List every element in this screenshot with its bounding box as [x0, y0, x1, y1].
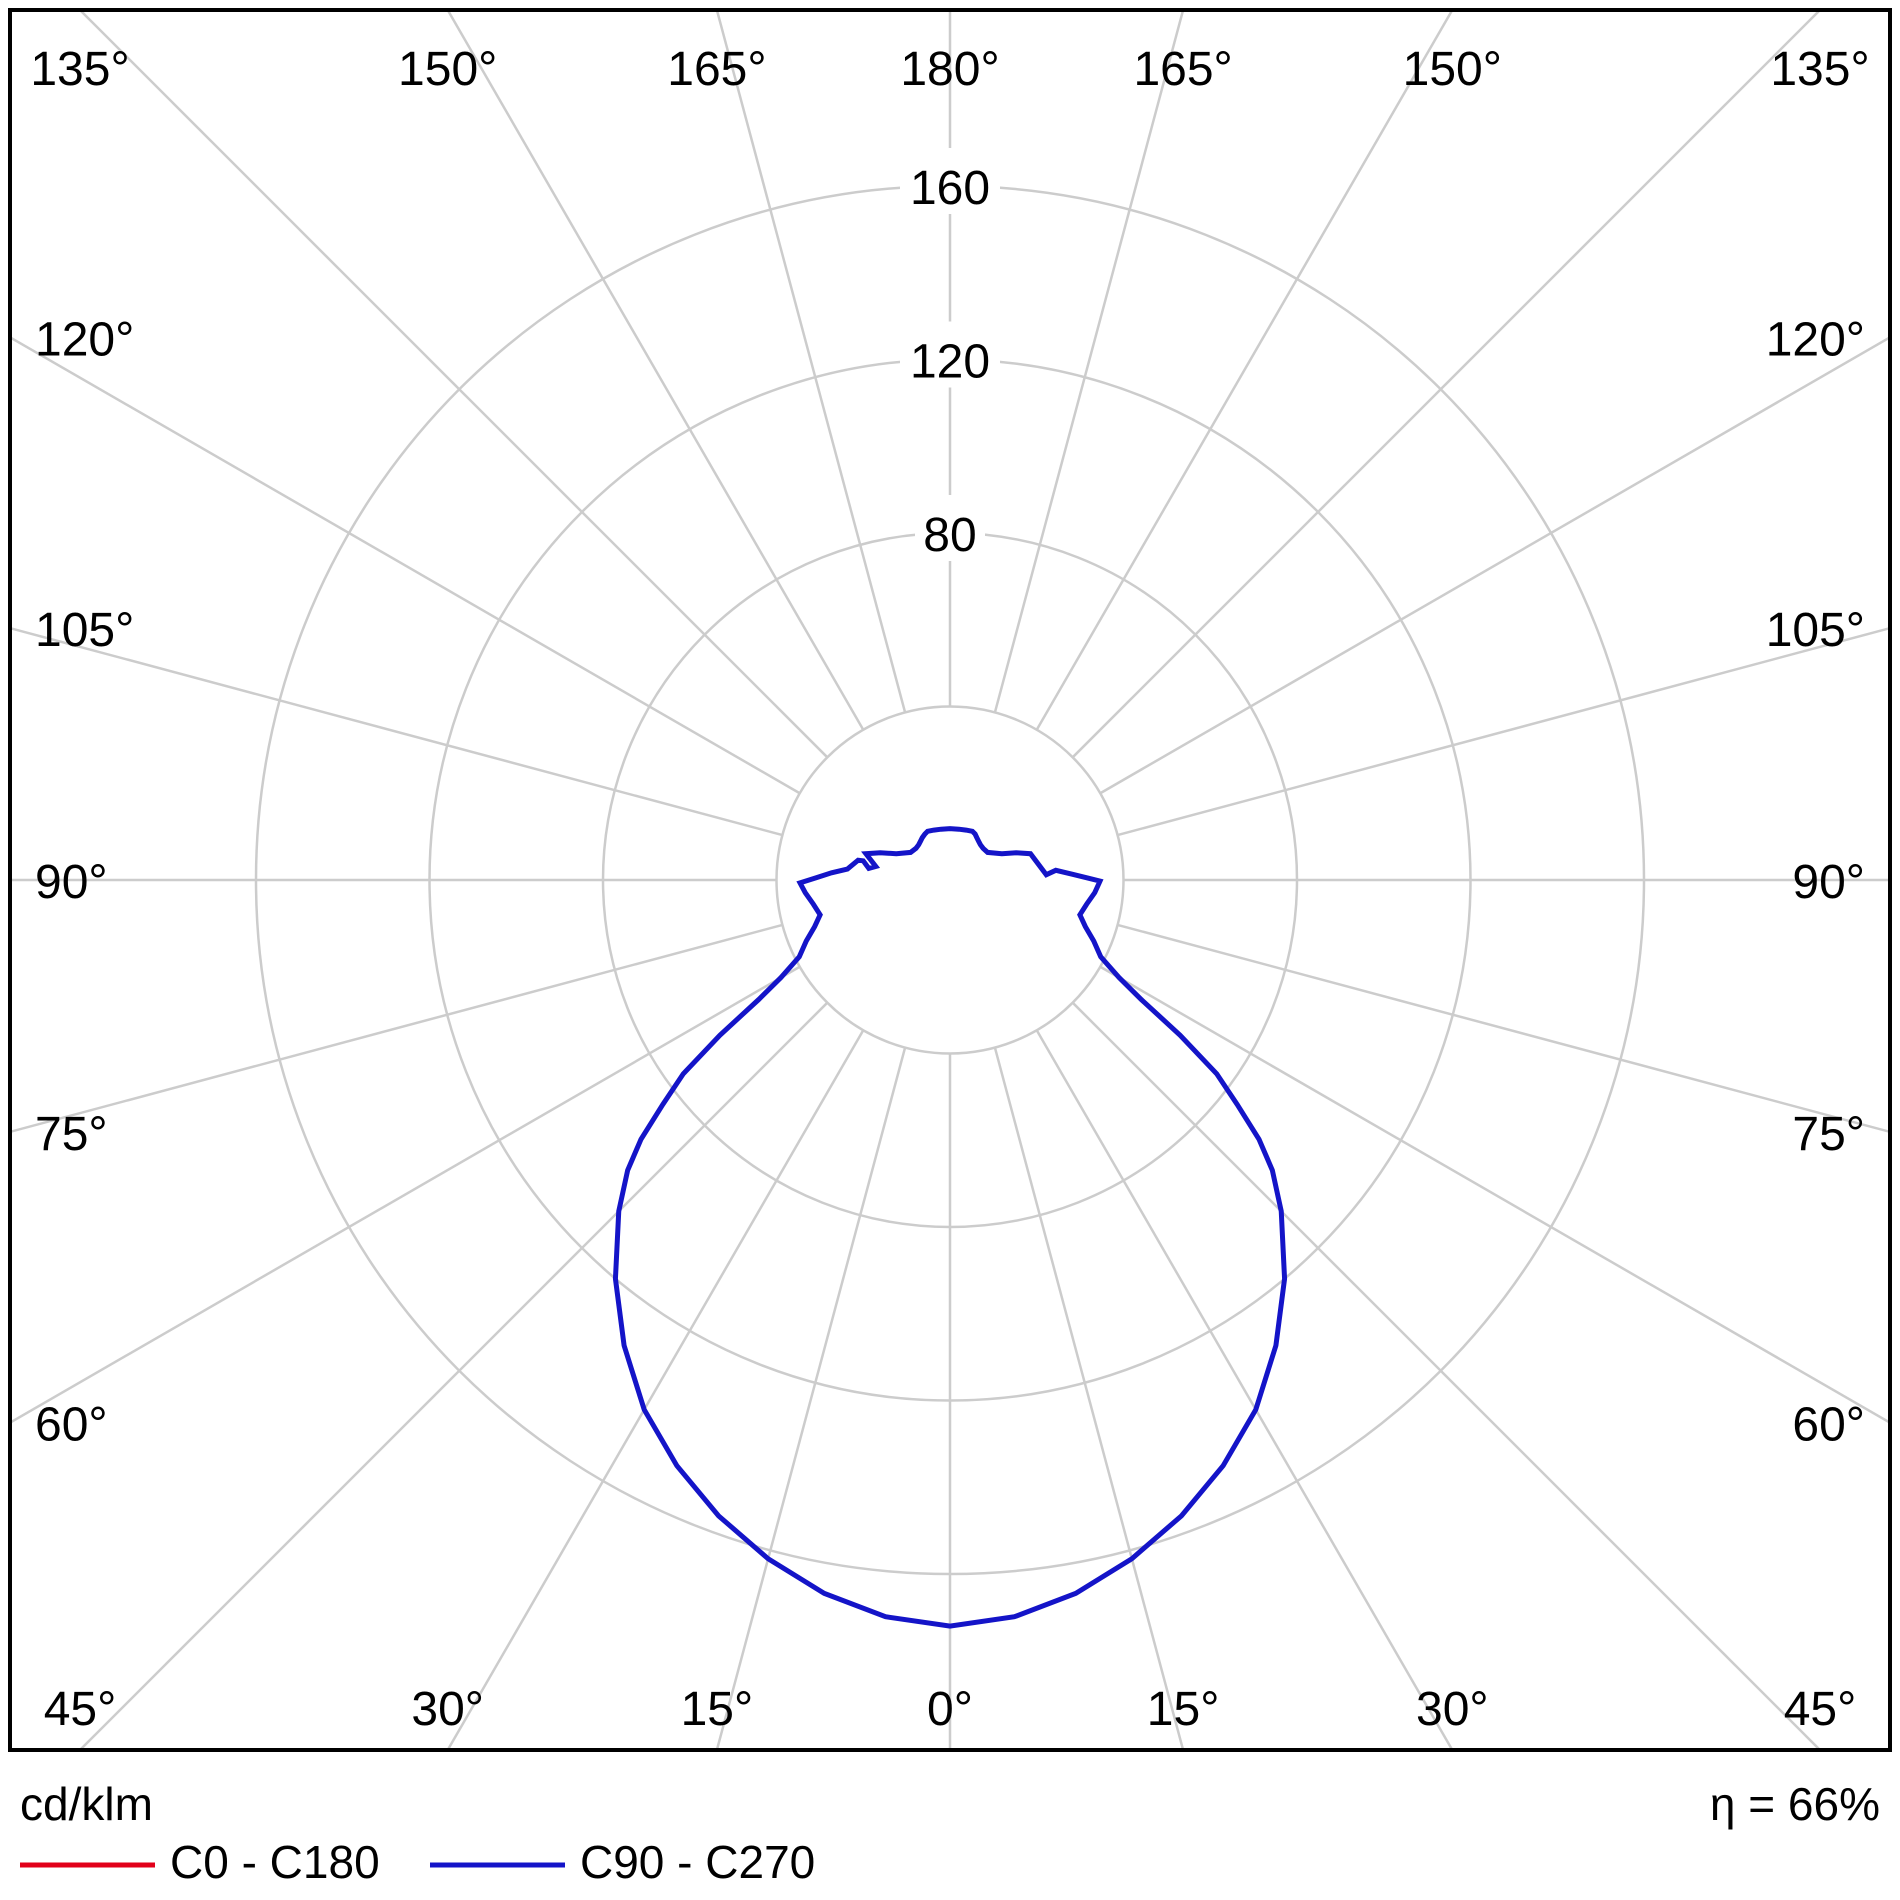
svg-text:120°: 120° [35, 313, 134, 366]
svg-text:60°: 60° [1792, 1399, 1865, 1452]
svg-text:30°: 30° [411, 1683, 484, 1736]
svg-text:80: 80 [923, 509, 976, 562]
svg-text:0°: 0° [927, 1683, 973, 1736]
svg-text:cd/klm: cd/klm [20, 1778, 153, 1830]
svg-text:75°: 75° [1792, 1108, 1865, 1161]
svg-text:165°: 165° [1133, 43, 1232, 96]
svg-text:105°: 105° [1766, 604, 1865, 657]
svg-text:135°: 135° [30, 43, 129, 96]
svg-text:30°: 30° [1416, 1683, 1489, 1736]
svg-text:60°: 60° [35, 1399, 108, 1452]
svg-text:45°: 45° [1784, 1683, 1857, 1736]
svg-text:90°: 90° [35, 856, 108, 909]
svg-text:C0 - C180: C0 - C180 [170, 1836, 380, 1888]
svg-text:75°: 75° [35, 1108, 108, 1161]
svg-text:150°: 150° [1403, 43, 1502, 96]
svg-text:45°: 45° [44, 1683, 117, 1736]
svg-text:90°: 90° [1792, 856, 1865, 909]
svg-text:135°: 135° [1770, 43, 1869, 96]
svg-text:165°: 165° [667, 43, 766, 96]
svg-text:C90 - C270: C90 - C270 [580, 1836, 815, 1888]
svg-text:15°: 15° [681, 1683, 754, 1736]
svg-text:150°: 150° [398, 43, 497, 96]
svg-text:120: 120 [910, 336, 990, 389]
svg-text:160: 160 [910, 162, 990, 215]
svg-text:15°: 15° [1147, 1683, 1220, 1736]
svg-text:120°: 120° [1766, 313, 1865, 366]
svg-text:η = 66%: η = 66% [1710, 1778, 1880, 1830]
svg-text:105°: 105° [35, 604, 134, 657]
svg-text:180°: 180° [900, 43, 999, 96]
